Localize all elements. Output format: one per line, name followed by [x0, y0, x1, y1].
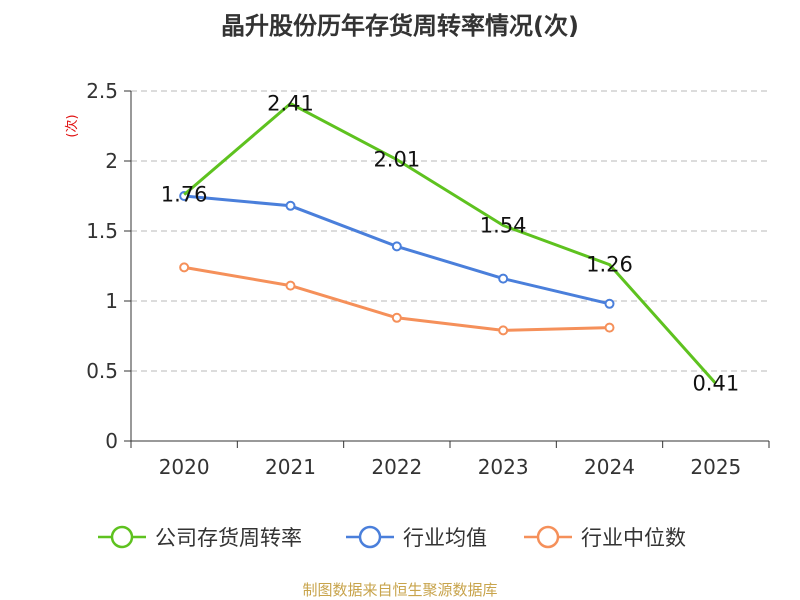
data-point	[285, 280, 296, 291]
legend-item: 公司存货周转率	[98, 525, 302, 550]
y-axis-label: (次)	[64, 114, 80, 137]
data-point	[179, 262, 190, 273]
x-tick-label: 2022	[371, 455, 422, 479]
y-tick-label: 2.5	[86, 79, 118, 103]
legend-item: 行业均值	[346, 525, 487, 550]
series-line	[183, 102, 717, 385]
data-label: 0.41	[692, 372, 739, 396]
y-tick-label: 2	[105, 149, 118, 173]
legend-circle-icon	[536, 525, 560, 549]
data-point	[498, 325, 509, 336]
data-labels: 1.76 2.41 2.01 1.54 1.26 0.41	[161, 92, 739, 396]
y-tick-label: 0	[105, 429, 118, 453]
data-point	[604, 298, 615, 309]
grid-lines	[131, 90, 769, 372]
data-label: 1.26	[586, 253, 633, 277]
x-tick-label: 2025	[690, 455, 741, 479]
y-tick-label: 1	[105, 289, 118, 313]
data-point	[285, 200, 296, 211]
data-point	[391, 312, 402, 323]
data-point	[604, 322, 615, 333]
legend-circle-icon	[110, 525, 134, 549]
legend-circle-icon	[358, 525, 382, 549]
x-tick-label: 2023	[478, 455, 529, 479]
y-tick-label: 1.5	[86, 219, 118, 243]
axes: 0 0.5 1 1.5 2 2.5 2020 2021 2022 2023 2024 2025	[86, 79, 770, 479]
series-layer	[179, 102, 717, 385]
legend-label: 行业均值	[403, 526, 487, 550]
source-note: 制图数据来自恒生聚源数据库	[302, 581, 497, 599]
x-tick-label: 2021	[265, 455, 316, 479]
data-point	[391, 241, 402, 252]
chart-title: 晶升股份历年存货周转率情况(次)	[221, 12, 579, 40]
x-tick-label: 2024	[584, 455, 635, 479]
legend-label: 公司存货周转率	[155, 526, 302, 550]
data-label: 1.76	[161, 183, 208, 207]
x-tick-label: 2020	[159, 455, 210, 479]
data-label: 2.01	[373, 148, 420, 172]
legend-label: 行业中位数	[581, 526, 686, 550]
legend-item: 行业中位数	[524, 525, 686, 550]
legend: 公司存货周转率 行业均值 行业中位数	[98, 525, 686, 550]
data-label: 2.41	[267, 92, 314, 116]
data-label: 1.54	[480, 213, 527, 237]
data-point	[498, 273, 509, 284]
y-tick-label: 0.5	[86, 359, 118, 383]
